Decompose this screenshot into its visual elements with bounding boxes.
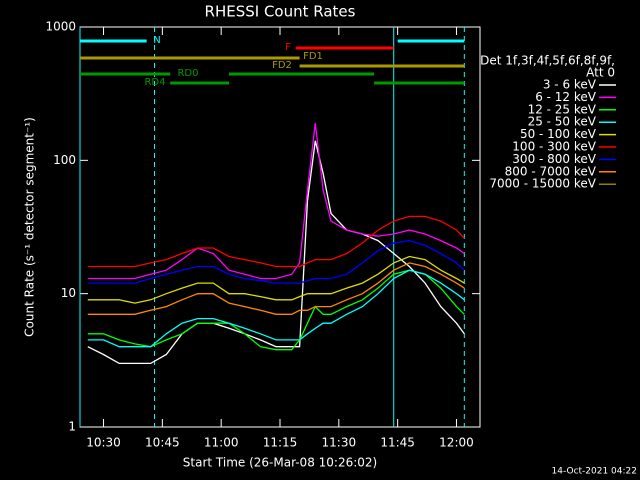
chart-title: RHESSI Count Rates xyxy=(205,3,356,21)
series-line xyxy=(87,140,465,365)
state-label: N xyxy=(153,35,160,46)
state-label: F xyxy=(285,42,291,53)
footer: 14-Oct-2021 04:22 xyxy=(552,467,637,477)
x-tick-label: 11:30 xyxy=(322,436,357,450)
x-tick-label: 11:00 xyxy=(204,436,239,450)
series-line xyxy=(87,239,465,284)
y-axis-label: Count Rate (s⁻¹ detector segment⁻¹) xyxy=(23,117,37,337)
legend-label: 12 - 25 keV xyxy=(528,102,597,116)
legend-label: 800 - 7000 keV xyxy=(505,164,597,178)
legend-title: Att 0 xyxy=(586,66,615,80)
x-tick-label: 10:45 xyxy=(145,436,180,450)
state-label: RD4 xyxy=(144,77,165,88)
state-label: FD2 xyxy=(272,60,292,71)
y-tick-label: 1 xyxy=(68,420,76,434)
x-tick-label: 10:30 xyxy=(86,436,121,450)
series-line xyxy=(87,255,465,304)
y-tick-label: 100 xyxy=(53,153,76,167)
legend-title: Det 1f,3f,4f,5f,6f,8f,9f, xyxy=(480,54,615,68)
x-tick-label: 11:15 xyxy=(263,436,298,450)
legend-label: 25 - 50 keV xyxy=(528,115,597,129)
x-tick-label: 11:45 xyxy=(380,436,415,450)
y-tick-label: 1000 xyxy=(45,20,76,34)
legend-label: 100 - 300 keV xyxy=(512,140,596,154)
plot-frame xyxy=(79,26,481,428)
x-tick-label: 12:00 xyxy=(439,436,474,450)
legend-label: 7000 - 15000 keV xyxy=(489,177,596,191)
series-line xyxy=(87,262,465,315)
state-label: RD0 xyxy=(177,68,198,79)
series-line xyxy=(87,123,465,280)
series-line xyxy=(87,269,465,348)
series-line xyxy=(87,269,465,351)
state-label: FD1 xyxy=(303,51,323,62)
legend-label: 300 - 800 keV xyxy=(512,152,596,166)
legend-label: 50 - 100 keV xyxy=(520,127,597,141)
y-tick-label: 10 xyxy=(61,286,76,300)
legend-label: 6 - 12 keV xyxy=(535,90,597,104)
x-axis-label: Start Time (26-Mar-08 10:26:02) xyxy=(183,456,377,470)
legend-label: 3 - 6 keV xyxy=(543,78,597,92)
series-line xyxy=(87,215,465,268)
